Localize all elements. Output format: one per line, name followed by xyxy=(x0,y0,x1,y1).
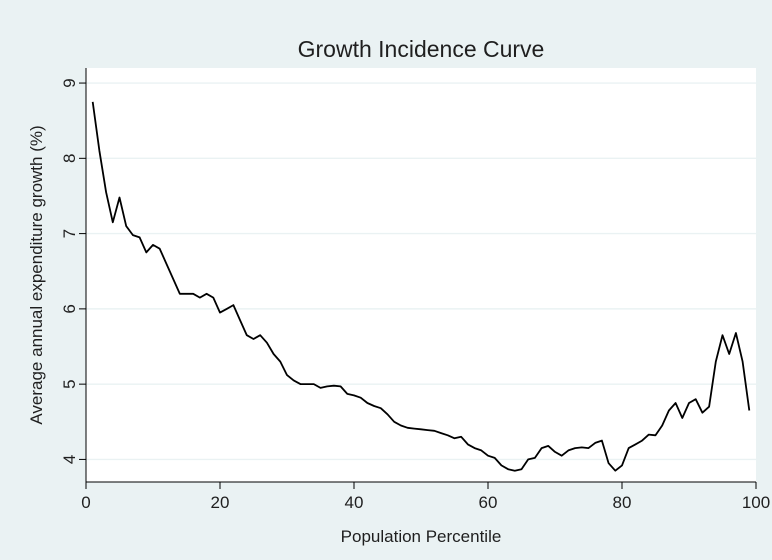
x-axis-ticks: 0 20 40 60 80 100 xyxy=(81,482,770,512)
chart-title: Growth Incidence Curve xyxy=(298,36,545,62)
x-tick-label: 100 xyxy=(742,493,770,512)
y-axis-title: Average annual expenditure growth (%) xyxy=(27,125,46,424)
y-tick-label: 4 xyxy=(60,455,79,464)
series-line xyxy=(91,101,751,472)
y-tick-label: 7 xyxy=(60,229,79,238)
y-tick-label: 9 xyxy=(60,78,79,87)
y-tick-label: 8 xyxy=(60,154,79,163)
x-axis-title: Population Percentile xyxy=(341,527,502,546)
y-tick-label: 6 xyxy=(60,304,79,313)
x-tick-label: 0 xyxy=(81,493,90,512)
x-tick-label: 80 xyxy=(613,493,632,512)
y-tick-label: 5 xyxy=(60,379,79,388)
x-tick-label: 40 xyxy=(345,493,364,512)
x-tick-label: 60 xyxy=(479,493,498,512)
y-axis-ticks: 4 5 6 7 8 9 xyxy=(60,78,86,464)
gridlines xyxy=(86,82,756,461)
x-tick-label: 20 xyxy=(211,493,230,512)
plot-area xyxy=(86,68,756,482)
